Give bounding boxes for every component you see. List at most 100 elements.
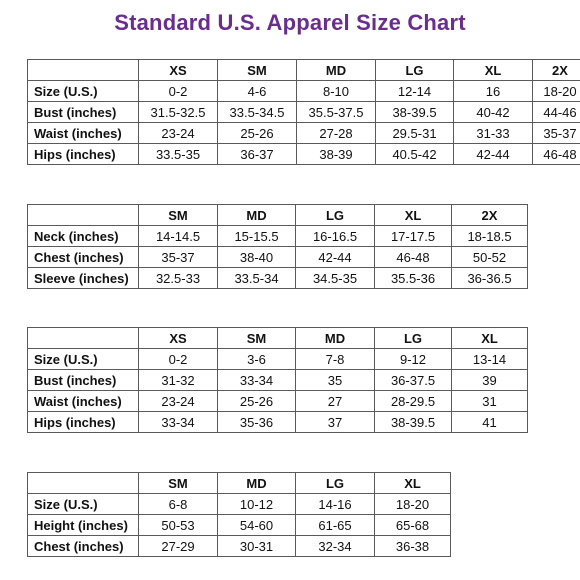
table-cell: 38-39 bbox=[296, 143, 376, 165]
table-row: Sleeve (inches) 32.5-33 33.5-34 34.5-35 … bbox=[27, 267, 528, 289]
youth-size-table: Youth SM MD LG XL Size (U.S.) 6-8 10-12 … bbox=[27, 472, 451, 557]
table-cell: 4-6 bbox=[217, 80, 297, 102]
table-cell: 44-46 bbox=[532, 101, 580, 123]
row-label: Chest (inches) bbox=[27, 246, 139, 268]
row-label: Height (inches) bbox=[27, 514, 139, 536]
table-header-row: Men's SM MD LG XL 2X bbox=[27, 204, 528, 226]
table-cell: 31-32 bbox=[138, 369, 218, 391]
row-label: Size (U.S.) bbox=[27, 348, 139, 370]
table-cell: 33.5-35 bbox=[138, 143, 218, 165]
size-column-header: LG bbox=[374, 327, 452, 349]
table-cell: 25-26 bbox=[217, 390, 296, 412]
table-cell: 39 bbox=[451, 369, 528, 391]
table-cell: 27 bbox=[295, 390, 375, 412]
size-column-header: LG bbox=[375, 59, 454, 81]
row-label: Neck (inches) bbox=[27, 225, 139, 247]
row-label: Size (U.S.) bbox=[27, 80, 139, 102]
table-cell: 0-2 bbox=[138, 80, 218, 102]
table-cell: 16-16.5 bbox=[295, 225, 375, 247]
table-row: Hips (inches) 33.5-35 36-37 38-39 40.5-4… bbox=[27, 143, 580, 165]
table-cell: 29.5-31 bbox=[375, 122, 454, 144]
table-cell: 16 bbox=[453, 80, 533, 102]
table-cell: 37 bbox=[295, 411, 375, 433]
table-cell: 46-48 bbox=[374, 246, 452, 268]
size-column-header: LG bbox=[295, 472, 375, 494]
table-category-label: Women's bbox=[27, 59, 139, 81]
table-cell: 9-12 bbox=[374, 348, 452, 370]
row-label: Waist (inches) bbox=[27, 122, 139, 144]
table-row: Waist (inches) 23-24 25-26 27 28-29.5 31 bbox=[27, 390, 528, 412]
table-cell: 8-10 bbox=[296, 80, 376, 102]
table-cell: 65-68 bbox=[374, 514, 451, 536]
table-cell: 12-14 bbox=[375, 80, 454, 102]
row-label: Chest (inches) bbox=[27, 535, 139, 557]
size-column-header: MD bbox=[217, 204, 296, 226]
table-cell: 61-65 bbox=[295, 514, 375, 536]
table-cell: 17-17.5 bbox=[374, 225, 452, 247]
table-category-label: Youth bbox=[27, 472, 139, 494]
page-title: Standard U.S. Apparel Size Chart bbox=[114, 10, 466, 35]
table-row: Size (U.S.) 0-2 4-6 8-10 12-14 16 18-20 bbox=[27, 80, 580, 102]
row-label: Hips (inches) bbox=[27, 411, 139, 433]
table-cell: 18-18.5 bbox=[451, 225, 528, 247]
table-row: Size (U.S.) 6-8 10-12 14-16 18-20 bbox=[27, 493, 451, 515]
table-cell: 40-42 bbox=[453, 101, 533, 123]
table-cell: 14-16 bbox=[295, 493, 375, 515]
table-cell: 10-12 bbox=[217, 493, 296, 515]
size-column-header: XL bbox=[451, 327, 528, 349]
size-column-header: SM bbox=[217, 327, 296, 349]
table-cell: 33-34 bbox=[217, 369, 296, 391]
size-column-header: LG bbox=[295, 204, 375, 226]
table-cell: 34.5-35 bbox=[295, 267, 375, 289]
juniors-size-table: Junior's XS SM MD LG XL Size (U.S.) 0-2 … bbox=[27, 327, 528, 433]
table-header-row: Women's XS SM MD LG XL 2X bbox=[27, 59, 580, 81]
row-label: Hips (inches) bbox=[27, 143, 139, 165]
table-cell: 35-36 bbox=[217, 411, 296, 433]
table-cell: 32-34 bbox=[295, 535, 375, 557]
row-label: Size (U.S.) bbox=[27, 493, 139, 515]
table-cell: 36-37.5 bbox=[374, 369, 452, 391]
table-category-label: Men's bbox=[27, 204, 139, 226]
table-cell: 3-6 bbox=[217, 348, 296, 370]
size-column-header: MD bbox=[217, 472, 296, 494]
size-column-header: XS bbox=[138, 59, 218, 81]
size-column-header: XL bbox=[374, 472, 451, 494]
table-row: Size (U.S.) 0-2 3-6 7-8 9-12 13-14 bbox=[27, 348, 528, 370]
table-cell: 35-37 bbox=[138, 246, 218, 268]
table-cell: 33.5-34.5 bbox=[217, 101, 297, 123]
table-cell: 50-52 bbox=[451, 246, 528, 268]
table-cell: 32.5-33 bbox=[138, 267, 218, 289]
table-cell: 40.5-42 bbox=[375, 143, 454, 165]
table-cell: 42-44 bbox=[295, 246, 375, 268]
table-cell: 28-29.5 bbox=[374, 390, 452, 412]
table-cell: 14-14.5 bbox=[138, 225, 218, 247]
table-cell: 30-31 bbox=[217, 535, 296, 557]
table-cell: 13-14 bbox=[451, 348, 528, 370]
table-cell: 23-24 bbox=[138, 122, 218, 144]
row-label: Waist (inches) bbox=[27, 390, 139, 412]
size-column-header: XL bbox=[453, 59, 533, 81]
table-cell: 31-33 bbox=[453, 122, 533, 144]
table-cell: 38-40 bbox=[217, 246, 296, 268]
table-cell: 25-26 bbox=[217, 122, 297, 144]
table-cell: 23-24 bbox=[138, 390, 218, 412]
table-cell: 27-28 bbox=[296, 122, 376, 144]
table-cell: 35.5-37.5 bbox=[296, 101, 376, 123]
size-column-header: XL bbox=[374, 204, 452, 226]
table-row: Hips (inches) 33-34 35-36 37 38-39.5 41 bbox=[27, 411, 528, 433]
row-label: Sleeve (inches) bbox=[27, 267, 139, 289]
table-row: Chest (inches) 35-37 38-40 42-44 46-48 5… bbox=[27, 246, 528, 268]
table-cell: 38-39.5 bbox=[374, 411, 452, 433]
table-cell: 18-20 bbox=[532, 80, 580, 102]
table-cell: 0-2 bbox=[138, 348, 218, 370]
table-cell: 35-37 bbox=[532, 122, 580, 144]
size-column-header: 2X bbox=[451, 204, 528, 226]
size-column-header: MD bbox=[296, 59, 376, 81]
size-column-header: MD bbox=[295, 327, 375, 349]
size-column-header: SM bbox=[138, 472, 218, 494]
womens-size-table: Women's XS SM MD LG XL 2X Size (U.S.) 0-… bbox=[27, 59, 580, 165]
table-cell: 33.5-34 bbox=[217, 267, 296, 289]
table-row: Waist (inches) 23-24 25-26 27-28 29.5-31… bbox=[27, 122, 580, 144]
table-row: Height (inches) 50-53 54-60 61-65 65-68 bbox=[27, 514, 451, 536]
table-row: Bust (inches) 31-32 33-34 35 36-37.5 39 bbox=[27, 369, 528, 391]
